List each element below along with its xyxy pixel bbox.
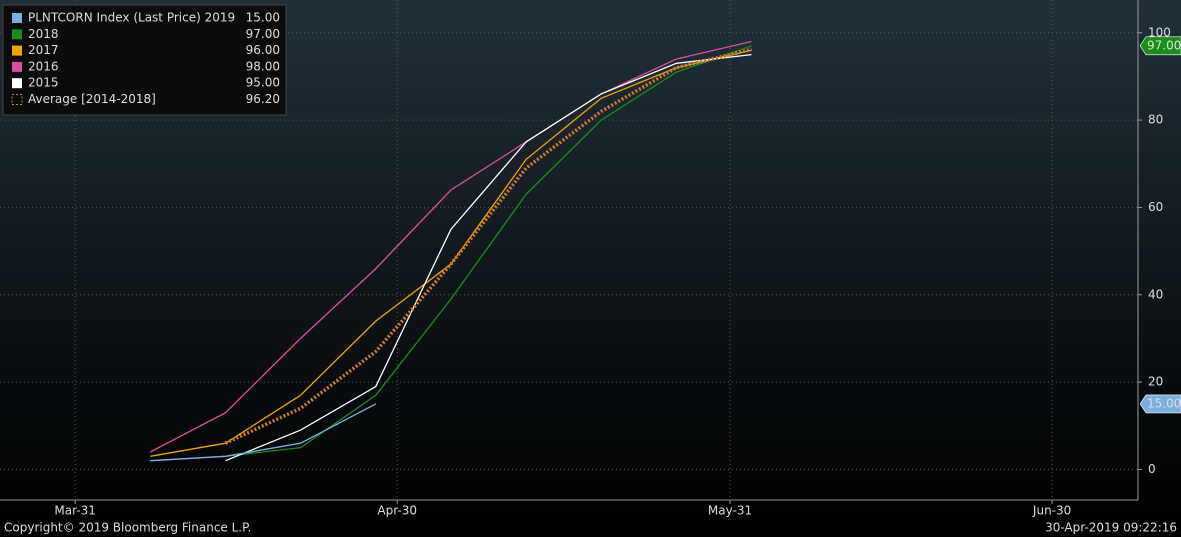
value-tag: [1139, 36, 1181, 56]
legend-swatch: [12, 45, 22, 56]
legend: PLNTCORN Index (Last Price) 2019 15.00 201…: [11, 11, 280, 106]
y-tick-label: 80: [1148, 113, 1163, 127]
legend-value: 98.00: [246, 59, 280, 73]
series-line: [224, 47, 752, 445]
legend-value: 96.00: [246, 43, 280, 57]
legend-swatch: [12, 13, 22, 23]
legend-swatch: [12, 78, 22, 89]
legend-swatch: [12, 61, 22, 72]
legend-label: 2018: [28, 27, 59, 41]
x-tick-label: Apr-30: [377, 504, 417, 518]
value-tag-label: 97.00: [1147, 38, 1181, 52]
x-tick-label: Jun-30: [1032, 504, 1071, 518]
value-tag: [1139, 394, 1181, 414]
series-line: [150, 45, 752, 462]
footer-right: 30-Apr-2019 09:22:16: [1045, 521, 1177, 535]
legend-swatch: [11, 94, 23, 105]
y-tick-label: 20: [1148, 375, 1163, 389]
legend-label: Average [2014-2018]: [28, 92, 156, 106]
y-tick-label: 0: [1148, 462, 1156, 476]
series-line: [225, 53, 752, 462]
legend-swatch: [12, 29, 22, 40]
legend-value: 15.00: [246, 11, 280, 25]
lines: [149, 40, 752, 462]
value-tag-label: 15.00: [1147, 396, 1181, 410]
series-line: [150, 403, 377, 462]
series-line: [149, 40, 752, 453]
y-tick-label: 60: [1148, 200, 1163, 214]
tags: 15.00 97.00: [1139, 36, 1181, 414]
grid: 0 20 40 60 80 100 Mar-31 Apr-30 May-31 Jun-30: [0, 0, 1171, 518]
y-tick-label: 100: [1148, 25, 1171, 39]
x-tick-label: Mar-31: [54, 504, 95, 518]
footer-left: Copyright© 2019 Bloomberg Finance L.P.: [4, 521, 251, 535]
legend-box: [2, 4, 287, 116]
legend-value: 95.00: [246, 76, 280, 90]
legend-value: 97.00: [246, 27, 280, 41]
legend-label: 2017: [28, 43, 59, 57]
y-tick-label: 40: [1148, 287, 1163, 301]
legend-label: 2015: [28, 76, 59, 90]
x-tick-label: May-31: [708, 504, 752, 518]
legend-label: PLNTCORN Index (Last Price) 2019: [28, 11, 235, 25]
legend-value: 96.20: [246, 92, 280, 106]
legend-label: 2016: [28, 59, 59, 73]
